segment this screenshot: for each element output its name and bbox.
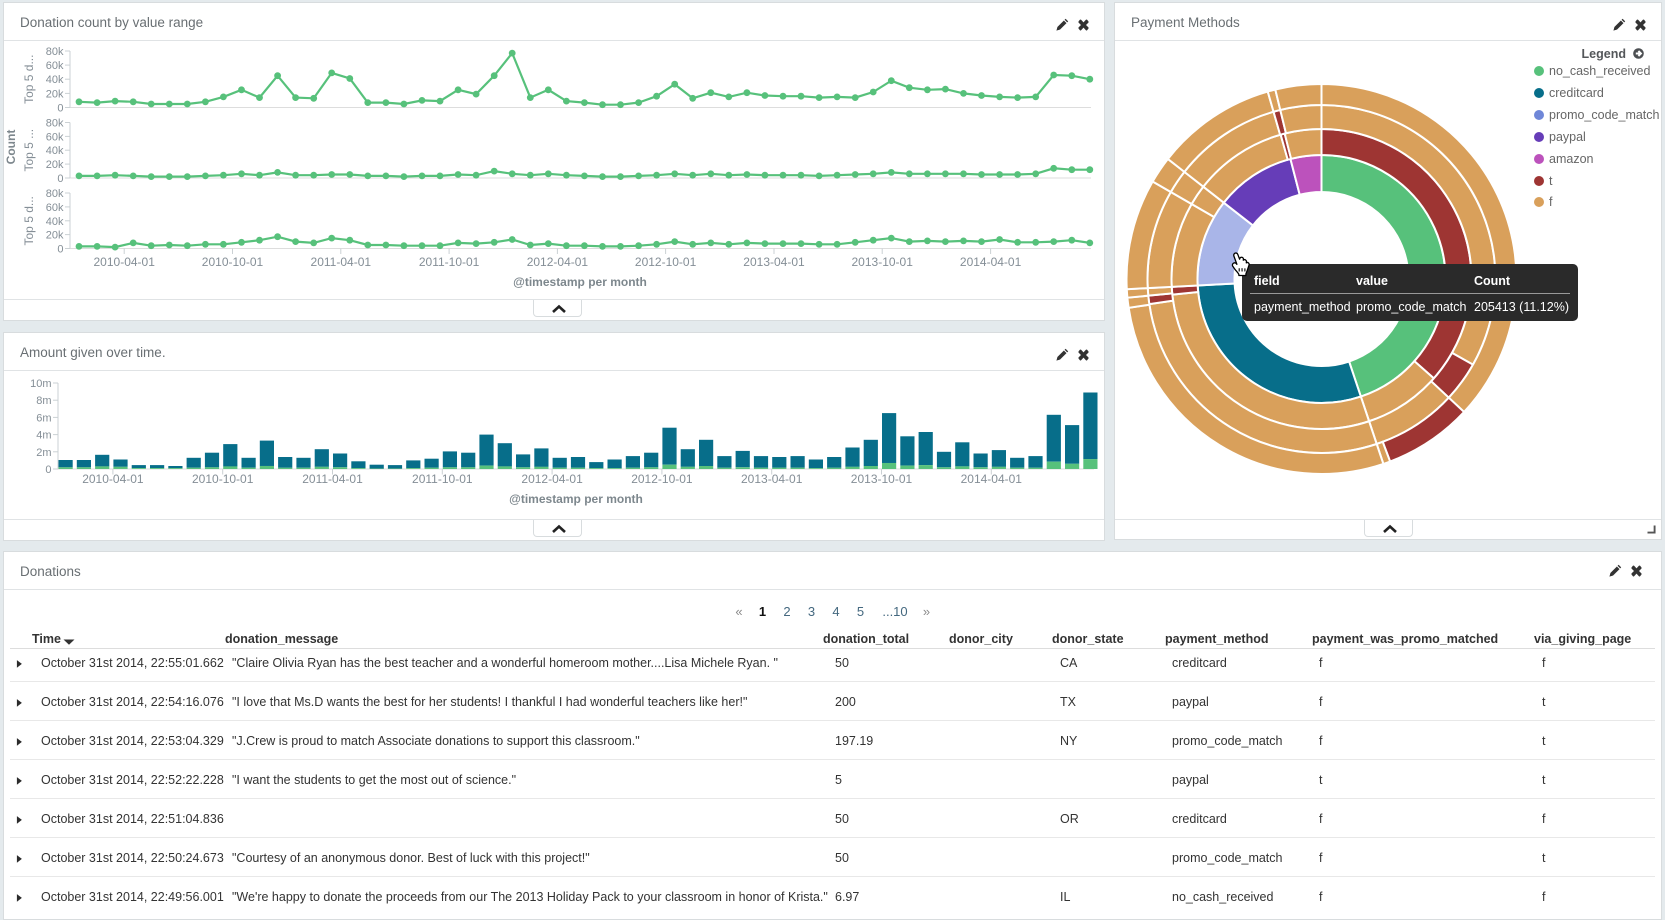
svg-text:40k: 40k <box>46 74 64 86</box>
svg-text:2011-04-01: 2011-04-01 <box>311 255 372 269</box>
svg-text:@timestamp per month: @timestamp per month <box>509 492 643 506</box>
svg-text:0: 0 <box>45 464 51 476</box>
svg-text:0: 0 <box>57 244 63 256</box>
svg-text:2012-10-01: 2012-10-01 <box>631 472 693 486</box>
svg-text:2013-10-01: 2013-10-01 <box>852 255 914 269</box>
svg-text:2012-04-01: 2012-04-01 <box>521 472 583 486</box>
svg-text:2013-04-01: 2013-04-01 <box>743 255 805 269</box>
svg-text:2013-10-01: 2013-10-01 <box>851 472 913 486</box>
svg-text:2012-10-01: 2012-10-01 <box>635 255 697 269</box>
svg-text:@timestamp per month: @timestamp per month <box>513 275 647 289</box>
svg-text:2010-04-01: 2010-04-01 <box>82 472 144 486</box>
svg-text:10m: 10m <box>30 378 51 390</box>
svg-text:80k: 80k <box>46 46 64 58</box>
svg-text:60k: 60k <box>46 202 64 214</box>
svg-text:2010-04-01: 2010-04-01 <box>94 255 156 269</box>
svg-text:2013-04-01: 2013-04-01 <box>741 472 803 486</box>
svg-text:8m: 8m <box>36 395 51 407</box>
svg-text:Count: Count <box>4 130 18 165</box>
svg-text:2m: 2m <box>36 447 51 459</box>
svg-text:Top 5 d...: Top 5 d... <box>22 196 36 245</box>
svg-text:6m: 6m <box>36 412 51 424</box>
svg-text:2010-10-01: 2010-10-01 <box>192 472 254 486</box>
svg-text:40k: 40k <box>46 145 64 157</box>
svg-text:0: 0 <box>57 103 63 115</box>
svg-text:60k: 60k <box>46 60 64 72</box>
svg-text:2014-04-01: 2014-04-01 <box>961 472 1023 486</box>
svg-text:Top 5 d...: Top 5 d... <box>22 55 36 104</box>
svg-text:2011-04-01: 2011-04-01 <box>302 472 363 486</box>
svg-text:20k: 20k <box>46 230 64 242</box>
svg-text:40k: 40k <box>46 216 64 228</box>
svg-text:0: 0 <box>57 173 63 185</box>
svg-text:2010-10-01: 2010-10-01 <box>202 255 264 269</box>
svg-text:60k: 60k <box>46 131 64 143</box>
svg-text:2011-10-01: 2011-10-01 <box>412 472 473 486</box>
svg-text:20k: 20k <box>46 159 64 171</box>
svg-text:80k: 80k <box>46 188 64 200</box>
svg-text:20k: 20k <box>46 88 64 100</box>
svg-text:Top 5 ...: Top 5 ... <box>22 129 36 172</box>
svg-text:2011-10-01: 2011-10-01 <box>419 255 480 269</box>
svg-text:2012-04-01: 2012-04-01 <box>527 255 589 269</box>
svg-text:80k: 80k <box>46 118 64 130</box>
svg-text:2014-04-01: 2014-04-01 <box>960 255 1022 269</box>
svg-text:4m: 4m <box>36 430 51 442</box>
